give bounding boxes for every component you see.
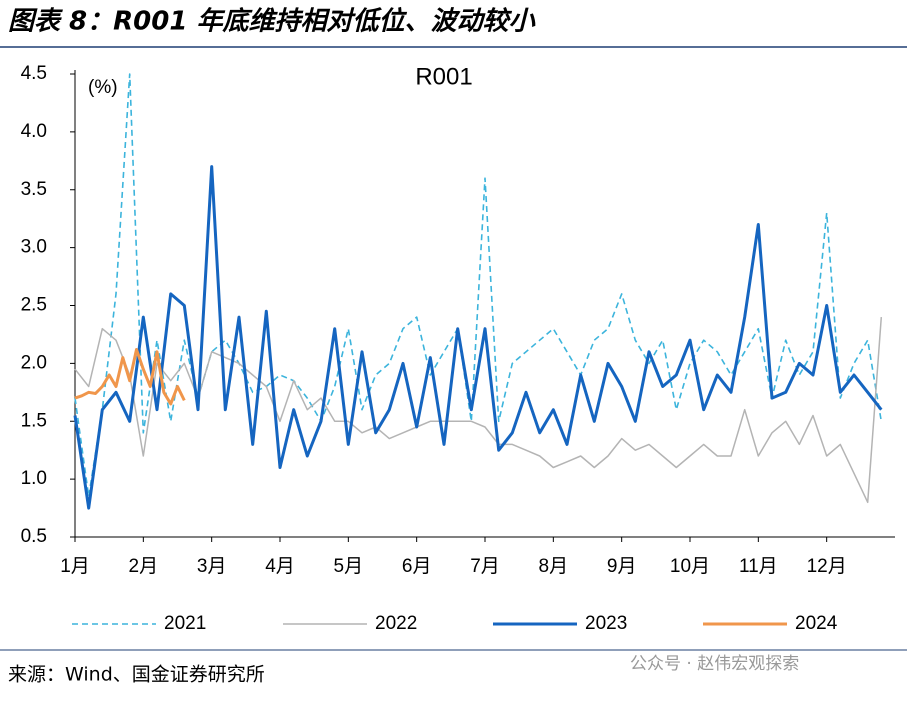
series-line [73, 165, 883, 510]
series-line [74, 348, 186, 406]
x-tick-label: 3月 [197, 556, 227, 577]
x-tick-label: 10月 [670, 556, 710, 577]
x-tick-label: 9月 [607, 556, 637, 577]
x-tick-label: 12月 [807, 556, 847, 577]
y-tick-label: 1.0 [21, 468, 47, 489]
y-axis-label: (%) [88, 77, 118, 98]
x-tick-label: 5月 [334, 556, 364, 577]
y-tick-label: 4.5 [21, 63, 47, 84]
x-tick-label: 8月 [539, 556, 569, 577]
legend-label: 2022 [375, 613, 417, 634]
source: 来源：Wind、国金证券研究所 [8, 664, 265, 686]
series-line [74, 317, 883, 504]
watermark: 公众号 · 赵伟宏观探索 [630, 654, 799, 674]
page-title: 图表 8：R001 年底维持相对低位、波动较小 [8, 7, 536, 37]
x-tick-label: 6月 [402, 556, 432, 577]
legend-label: 2023 [585, 613, 627, 634]
y-tick-label: 3.0 [21, 237, 47, 258]
y-tick-label: 3.5 [21, 179, 47, 200]
x-tick-label: 11月 [739, 556, 778, 577]
legend-label: 2021 [164, 613, 206, 634]
x-tick-label: 1月 [60, 556, 90, 577]
y-tick-label: 1.5 [21, 410, 47, 431]
series-line [74, 73, 883, 498]
chart-title: R001 [415, 63, 472, 90]
x-tick-label: 4月 [265, 556, 295, 577]
y-tick-label: 2.0 [21, 352, 47, 373]
legend-label: 2024 [795, 613, 838, 634]
x-tick-label: 7月 [470, 556, 500, 577]
y-tick-label: 4.0 [21, 121, 47, 142]
y-tick-label: 0.5 [21, 526, 47, 547]
x-tick-label: 2月 [129, 556, 159, 577]
y-tick-label: 2.5 [21, 295, 47, 316]
